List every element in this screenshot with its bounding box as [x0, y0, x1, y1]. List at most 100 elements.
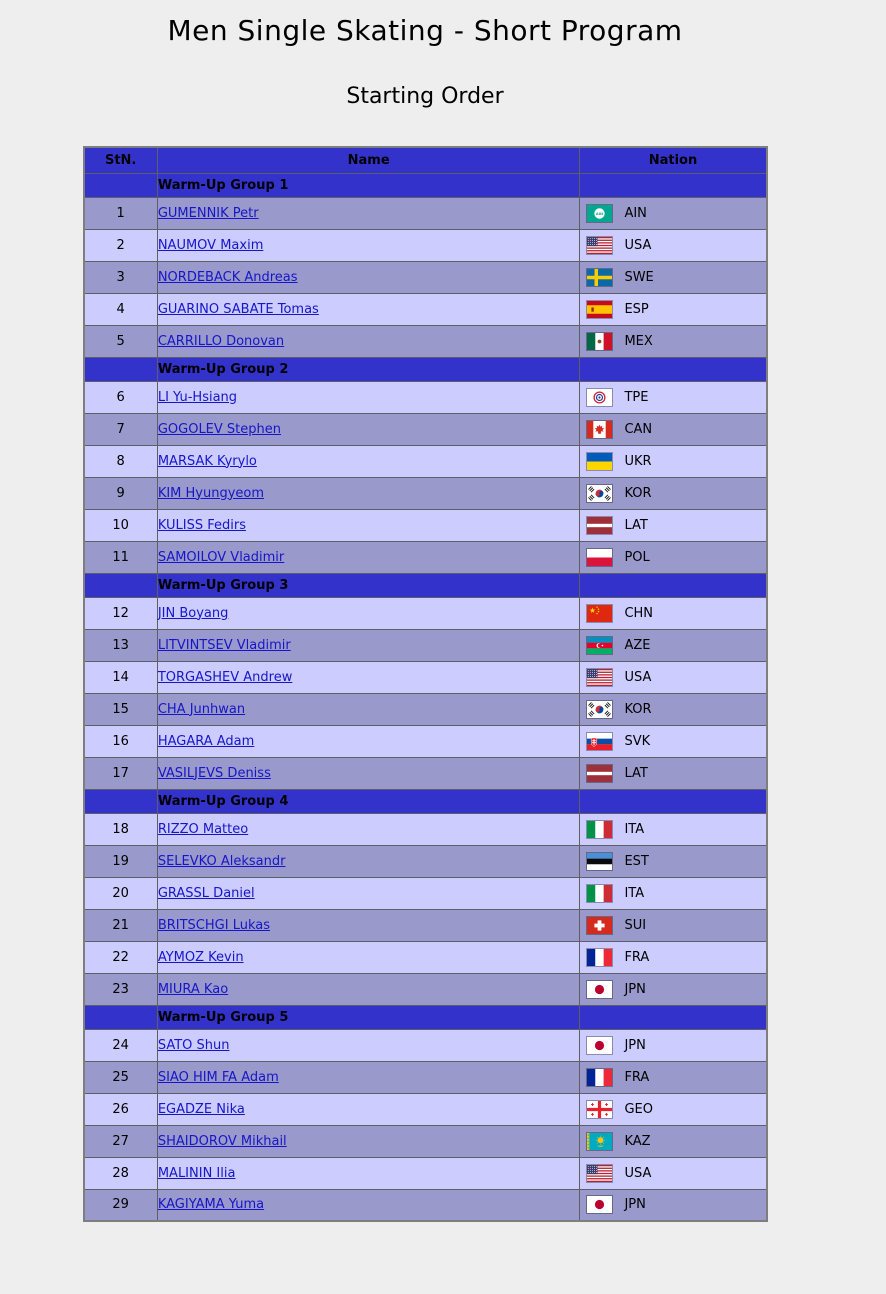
skater-link[interactable]: GOGOLEV Stephen	[157, 421, 281, 437]
name-cell: GUARINO SABATE Tomas	[156, 292, 581, 326]
skater-row: 5 CARRILLO Donovan MEX	[83, 324, 767, 358]
flag-pol-icon	[587, 548, 613, 566]
skater-link[interactable]: SELEVKO Aleksandr	[157, 853, 286, 869]
skater-link[interactable]: KULISS Fedirs	[157, 517, 246, 533]
skater-link[interactable]: MALININ Ilia	[157, 1165, 236, 1181]
nation-code: USA	[624, 1165, 652, 1181]
skater-link[interactable]: HAGARA Adam	[157, 733, 255, 749]
nation-code: MEX	[624, 333, 653, 349]
warmup-group-label: Warm-Up Group 2	[156, 356, 581, 382]
skater-link[interactable]: GUARINO SABATE Tomas	[157, 301, 319, 317]
name-cell: JIN Boyang	[156, 596, 581, 630]
skater-link[interactable]: CARRILLO Donovan	[157, 333, 285, 349]
skater-row: 27 SHAIDOROV Mikhail KAZ	[83, 1124, 767, 1158]
nation-cell: GEO	[579, 1092, 767, 1126]
starting-number: 15	[83, 692, 158, 726]
skater-row: 20 GRASSL Daniel ITA	[83, 876, 767, 910]
skater-link[interactable]: LI Yu-Hsiang	[157, 389, 238, 405]
starting-number: 1	[83, 196, 158, 230]
starting-number: 18	[83, 812, 158, 846]
skater-row: 25 SIAO HIM FA Adam FRA	[83, 1060, 767, 1094]
skater-link[interactable]: SAMOILOV Vladimir	[157, 549, 285, 565]
name-cell: SIAO HIM FA Adam	[156, 1060, 581, 1094]
warmup-group-header-row: Warm-Up Group 4	[83, 788, 767, 814]
skater-link[interactable]: NAUMOV Maxim	[157, 237, 264, 253]
skater-row: 12 JIN Boyang CHN	[83, 596, 767, 630]
nation-cell: LAT	[579, 756, 767, 790]
svg-text:AIN: AIN	[596, 212, 603, 216]
nation-cell: USA	[579, 660, 767, 694]
nation-cell: ESP	[579, 292, 767, 326]
skater-link[interactable]: GUMENNIK Petr	[157, 205, 259, 221]
warmup-group-header-row: Warm-Up Group 3	[83, 572, 767, 598]
nation-cell: SWE	[579, 260, 767, 294]
starting-number: 25	[83, 1060, 158, 1094]
flag-ita-icon	[587, 884, 613, 902]
starting-number: 20	[83, 876, 158, 910]
skater-row: 18 RIZZO Matteo ITA	[83, 812, 767, 846]
flag-lat-icon	[587, 516, 613, 534]
flag-fra-icon	[587, 1068, 613, 1086]
nation-code: FRA	[624, 1069, 650, 1085]
name-cell: SAMOILOV Vladimir	[156, 540, 581, 574]
skater-link[interactable]: EGADZE Nika	[157, 1101, 245, 1117]
skater-link[interactable]: GRASSL Daniel	[157, 885, 255, 901]
nation-code: SUI	[624, 917, 647, 933]
skater-link[interactable]: BRITSCHGI Lukas	[157, 917, 270, 933]
nation-cell: CHN	[579, 596, 767, 630]
skater-link[interactable]: MIURA Kao	[157, 981, 229, 997]
nation-code: FRA	[624, 949, 650, 965]
name-cell: NORDEBACK Andreas	[156, 260, 581, 294]
skater-link[interactable]: NORDEBACK Andreas	[157, 269, 298, 285]
starting-number: 26	[83, 1092, 158, 1126]
skater-row: 7 GOGOLEV Stephen CAN	[83, 412, 767, 446]
nation-code: ITA	[624, 885, 645, 901]
nation-cell: LAT	[579, 508, 767, 542]
skater-link[interactable]: VASILJEVS Deniss	[157, 765, 271, 781]
nation-code: ITA	[624, 821, 645, 837]
nation-cell: UKR	[579, 444, 767, 478]
skater-link[interactable]: CHA Junhwan	[157, 701, 246, 717]
skater-row: 4 GUARINO SABATE Tomas ESP	[83, 292, 767, 326]
nation-cell: EST	[579, 844, 767, 878]
flag-ita-icon	[587, 820, 613, 838]
nation-code: TPE	[624, 389, 649, 405]
group-header-nation-cell	[579, 356, 767, 382]
nation-cell: KAZ	[579, 1124, 767, 1158]
flag-can-icon	[587, 420, 613, 438]
nation-cell: ITA	[579, 876, 767, 910]
name-cell: GUMENNIK Petr	[156, 196, 581, 230]
skater-link[interactable]: TORGASHEV Andrew	[157, 669, 293, 685]
skater-link[interactable]: SHAIDOROV Mikhail	[157, 1133, 287, 1149]
name-cell: TORGASHEV Andrew	[156, 660, 581, 694]
starting-number: 13	[83, 628, 158, 662]
flag-est-icon	[587, 852, 613, 870]
skater-row: 11 SAMOILOV Vladimir POL	[83, 540, 767, 574]
skater-link[interactable]: SATO Shun	[157, 1037, 230, 1053]
nation-code: GEO	[624, 1101, 653, 1117]
nation-cell: CAN	[579, 412, 767, 446]
nation-cell: AIN AIN	[579, 196, 767, 230]
skater-link[interactable]: RIZZO Matteo	[157, 821, 249, 837]
flag-kaz-icon	[587, 1132, 613, 1150]
name-cell: MARSAK Kyrylo	[156, 444, 581, 478]
skater-link[interactable]: SIAO HIM FA Adam	[157, 1069, 279, 1085]
group-header-stn-cell	[83, 356, 158, 382]
flag-lat-icon	[587, 764, 613, 782]
warmup-group-label: Warm-Up Group 3	[156, 572, 581, 598]
skater-link[interactable]: MARSAK Kyrylo	[157, 453, 257, 469]
skater-link[interactable]: KAGIYAMA Yuma	[157, 1197, 265, 1213]
skater-link[interactable]: KIM Hyungyeom	[157, 485, 265, 501]
flag-kor-icon	[587, 700, 613, 718]
starting-number: 9	[83, 476, 158, 510]
skater-link[interactable]: JIN Boyang	[157, 605, 229, 621]
starting-number: 28	[83, 1156, 158, 1190]
name-cell: GOGOLEV Stephen	[156, 412, 581, 446]
nation-code: LAT	[624, 517, 648, 533]
starting-number: 12	[83, 596, 158, 630]
nation-cell: JPN	[579, 1028, 767, 1062]
skater-link[interactable]: AYMOZ Kevin	[157, 949, 244, 965]
flag-swe-icon	[587, 268, 613, 286]
skater-link[interactable]: LITVINTSEV Vladimir	[157, 637, 291, 653]
group-header-nation-cell	[579, 1004, 767, 1030]
